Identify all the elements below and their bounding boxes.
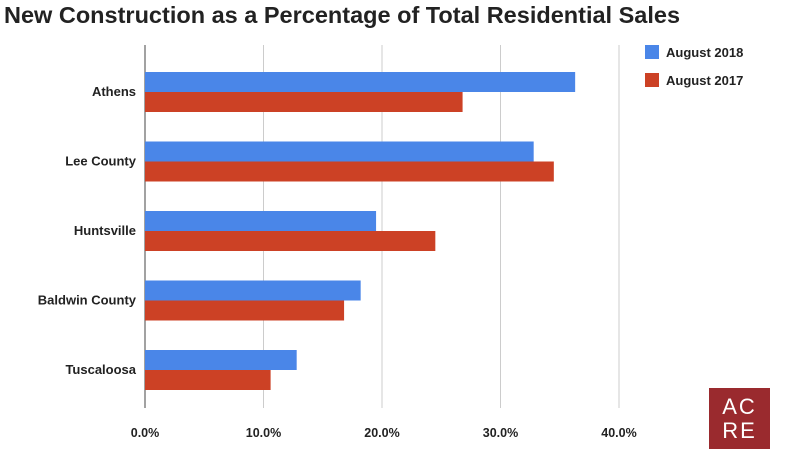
x-tick-label: 20.0% [364, 426, 399, 440]
category-label: Athens [92, 84, 136, 99]
logo-text-line1: AC [722, 393, 757, 419]
category-labels: Athens Lee County Huntsville Baldwin County… [38, 84, 137, 377]
bar-aug-2018 [145, 72, 576, 92]
category-label: Huntsville [74, 223, 136, 238]
legend-swatch [645, 45, 659, 59]
legend: August 2018 August 2017 [645, 45, 743, 88]
bar-aug-2017 [145, 92, 463, 112]
bar-aug-2018 [145, 280, 361, 301]
chart-title: New Construction as a Percentage of Tota… [4, 2, 681, 28]
category-label: Tuscaloosa [65, 362, 136, 377]
x-tick-label: 30.0% [483, 426, 518, 440]
bar-aug-2017 [145, 161, 554, 182]
bar-aug-2018 [145, 350, 297, 370]
legend-label: August 2018 [666, 45, 743, 60]
bar-aug-2017 [145, 370, 271, 390]
acre-logo: AC RE [709, 388, 770, 449]
bar-aug-2018 [145, 141, 534, 162]
bar-aug-2017 [145, 300, 345, 321]
bar-aug-2018 [145, 211, 377, 231]
x-tick-label: 10.0% [246, 426, 281, 440]
legend-label: August 2017 [666, 73, 743, 88]
logo-text-line2: RE [722, 417, 757, 443]
legend-swatch [645, 73, 659, 87]
x-tick-label: 0.0% [131, 426, 160, 440]
bar-aug-2017 [145, 231, 436, 251]
x-tick-label: 40.0% [601, 426, 636, 440]
x-axis-tick-labels: 0.0% 10.0% 20.0% 30.0% 40.0% [131, 426, 637, 440]
category-label: Lee County [65, 154, 137, 169]
bars [145, 72, 576, 390]
category-label: Baldwin County [38, 293, 137, 308]
